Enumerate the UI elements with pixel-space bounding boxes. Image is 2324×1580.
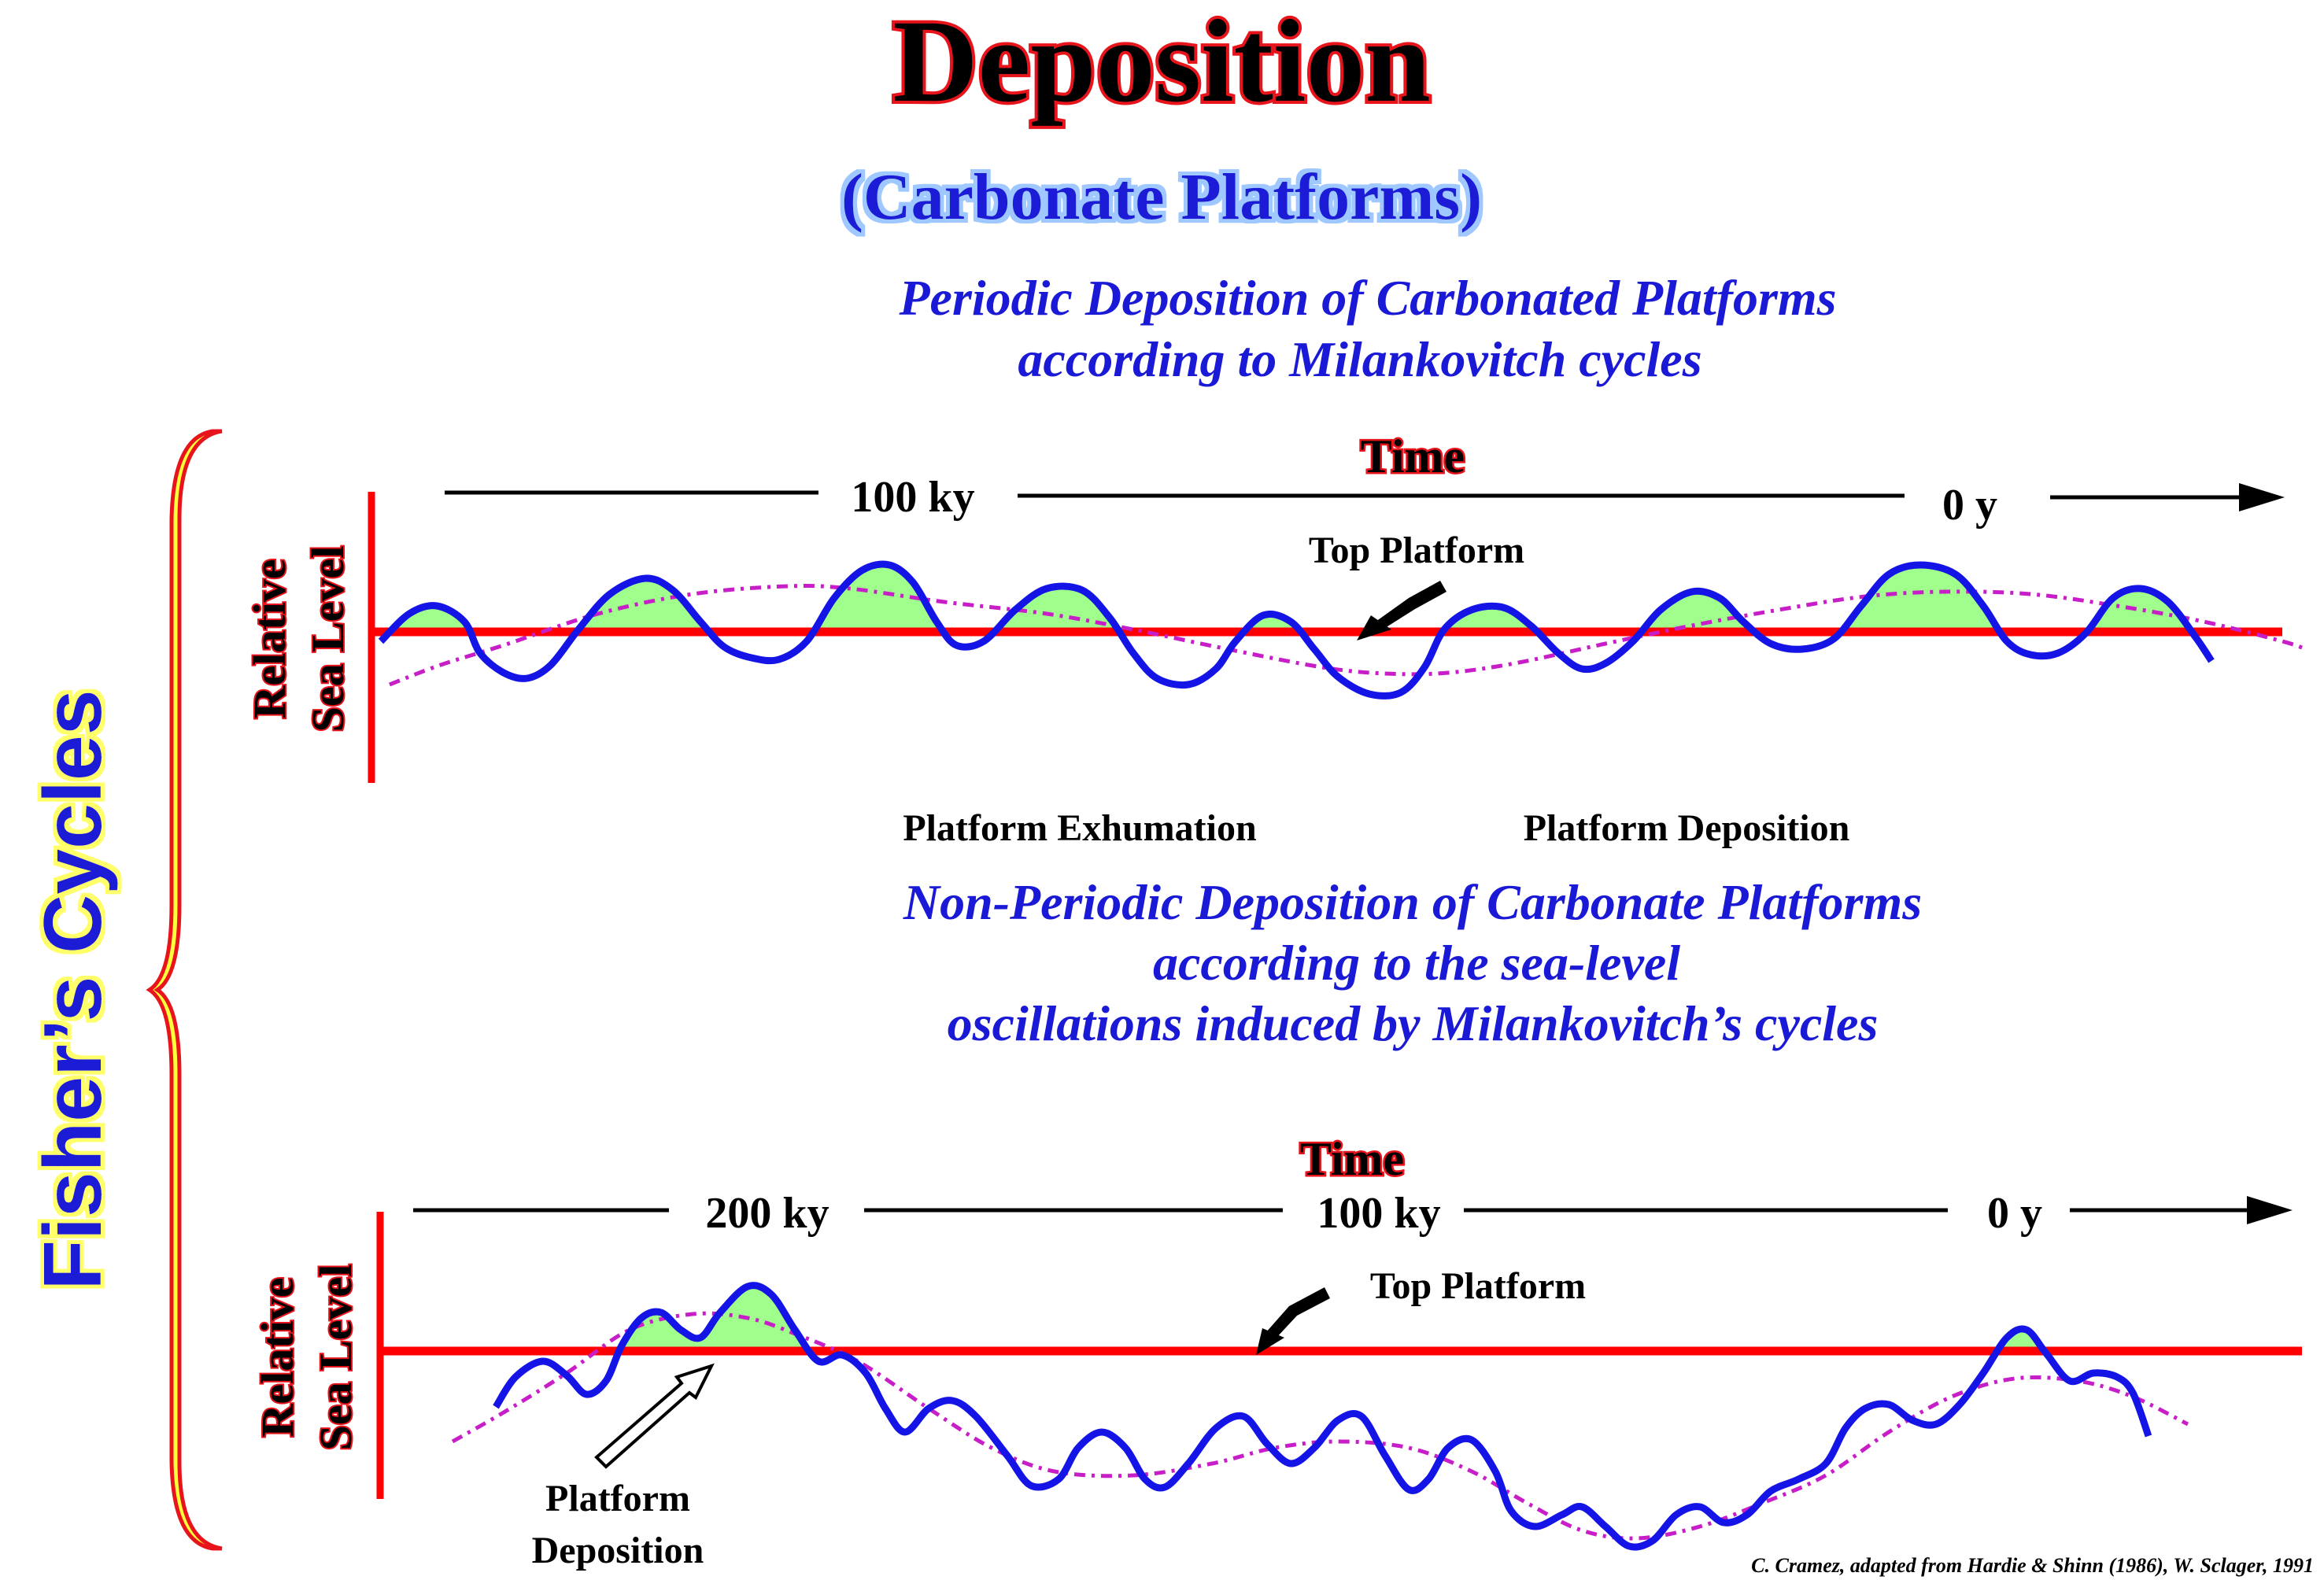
bottom-tick-200ky: 200 ky xyxy=(705,1189,829,1238)
bottom-tick-0y: 0 y xyxy=(1987,1189,2042,1238)
bottom-sea-level-curve xyxy=(493,1282,2152,1551)
top-platform-label: Top Platform xyxy=(1309,530,1524,571)
bottom-y-label-line2: Sea Level xyxy=(310,1264,361,1451)
top-deposition-label: Platform Deposition xyxy=(1524,807,1850,849)
bottom-heading-line1: Non-Periodic Deposition of Carbonate Pla… xyxy=(903,874,1922,930)
fishers-cycles-label: Fisher’s Cycles xyxy=(28,689,119,1290)
bottom-top-platform-label: Top Platform xyxy=(1370,1265,1586,1307)
top-y-label-line2: Sea Level xyxy=(302,546,353,733)
top-heading-line2: according to Milankovitch cycles xyxy=(1018,331,1701,387)
top-sea-level-curve xyxy=(378,560,2215,700)
top-platform-pointer xyxy=(1376,581,1446,628)
bottom-top-platform-pointer-tip xyxy=(1256,1328,1284,1355)
credit-line: C. Cramez, adapted from Hardie & Shinn (… xyxy=(1751,1554,2314,1577)
top-deposition-fill xyxy=(381,564,2211,632)
bottom-deposition-label-line2: Deposition xyxy=(532,1530,704,1571)
page-subtitle: (Carbonate Platforms) xyxy=(841,161,1482,234)
top-exhumation-label: Platform Exhumation xyxy=(903,807,1256,849)
bottom-milankovitch-trend xyxy=(451,1311,2189,1541)
bottom-time-arrowhead xyxy=(2247,1196,2293,1224)
page-title: Deposition xyxy=(892,0,1430,127)
bottom-tick-100ky: 100 ky xyxy=(1317,1189,1440,1238)
bottom-sea-level-plot xyxy=(382,1282,2302,1551)
top-platform-pointer-tip xyxy=(1357,615,1391,640)
top-heading-line1: Periodic Deposition of Carbonated Platfo… xyxy=(898,270,1836,326)
top-tick-100ky: 100 ky xyxy=(851,473,974,522)
bottom-heading-line3: oscillations induced by Milankovitch’s c… xyxy=(948,995,1879,1051)
top-milankovitch-trend xyxy=(389,584,2307,687)
bottom-y-label-line1: Relative xyxy=(252,1278,303,1438)
bottom-time-label: Time xyxy=(1300,1133,1404,1185)
bottom-deposition-fill xyxy=(496,1285,2148,1351)
bottom-top-platform-pointer xyxy=(1265,1287,1330,1338)
bottom-time-arrow xyxy=(413,1196,2293,1224)
top-time-arrow xyxy=(445,483,2285,511)
top-y-label-line1: Relative xyxy=(244,559,295,719)
fishers-cycles-brace xyxy=(146,429,223,1551)
top-sea-level-plot xyxy=(374,560,2307,700)
top-time-label: Time xyxy=(1361,430,1465,482)
top-time-arrowhead xyxy=(2239,483,2285,511)
bottom-heading-line2: according to the sea-level xyxy=(1153,935,1680,991)
bottom-deposition-arrow xyxy=(594,1363,715,1469)
bottom-deposition-label-line1: Platform xyxy=(545,1478,690,1519)
top-tick-0y: 0 y xyxy=(1942,481,1997,530)
